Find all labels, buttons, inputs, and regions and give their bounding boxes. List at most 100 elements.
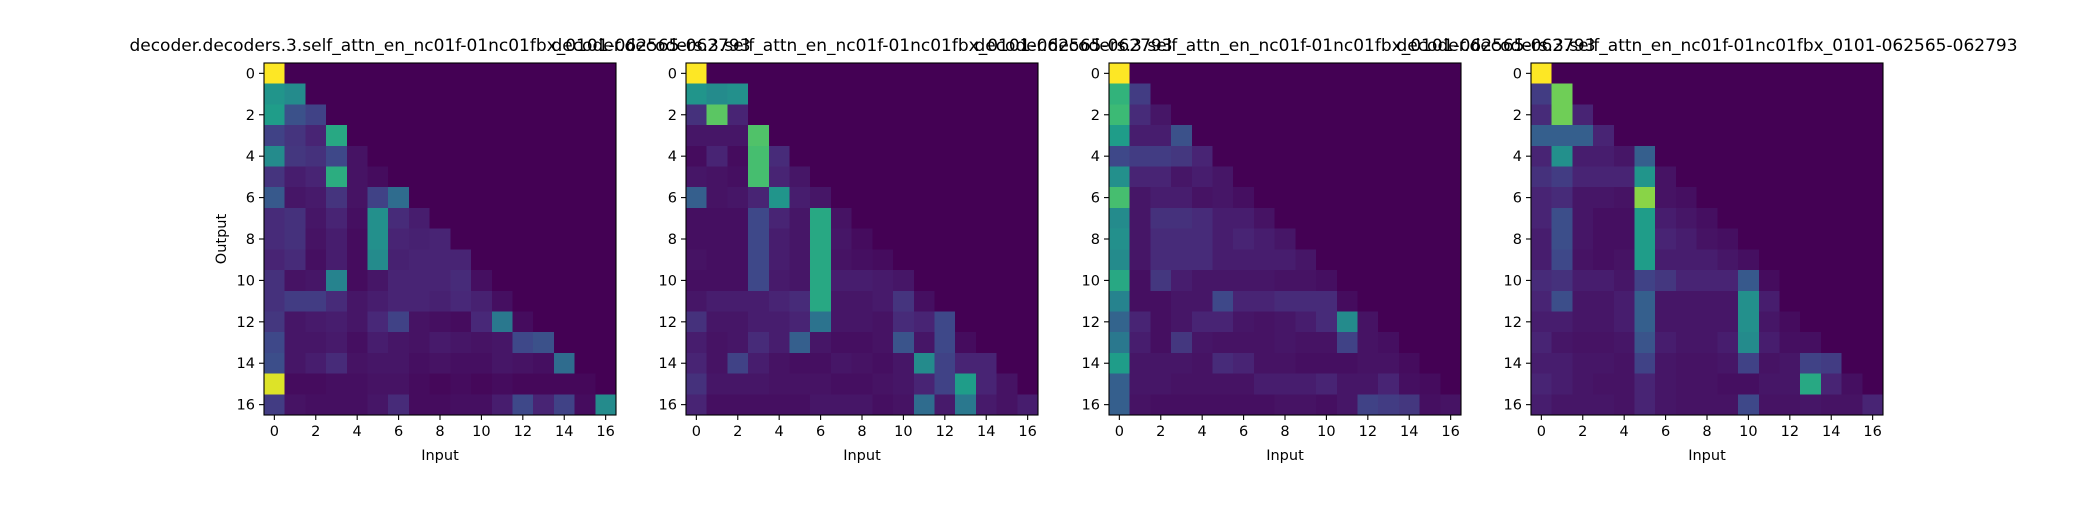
y-tick-label: 16 xyxy=(237,398,255,414)
heatmap-cell xyxy=(768,270,791,292)
heatmap-cell xyxy=(553,352,576,375)
heatmap-cell xyxy=(553,166,576,188)
heatmap-cell xyxy=(1378,104,1400,126)
heatmap-cell xyxy=(408,311,431,333)
heatmap-cell xyxy=(1655,290,1677,313)
heatmap-cell xyxy=(934,63,956,85)
heatmap-cell xyxy=(1191,145,1214,168)
heatmap-cell xyxy=(1738,104,1760,126)
heatmap-cell xyxy=(1336,311,1359,333)
heatmap-cell xyxy=(727,207,749,230)
heatmap-cell xyxy=(450,394,472,416)
heatmap-cell xyxy=(1357,270,1379,292)
heatmap-cell xyxy=(1398,83,1421,106)
heatmap-cell xyxy=(1316,290,1338,313)
heatmap-cell xyxy=(975,83,998,106)
x-tick-label: 14 xyxy=(1822,424,1840,440)
heatmap-cell xyxy=(284,104,307,126)
heatmap-cell xyxy=(1717,290,1739,313)
x-axis-label: Input xyxy=(421,448,459,464)
heatmap-cell xyxy=(789,290,811,313)
heatmap-cell xyxy=(748,83,770,106)
heatmap-cell xyxy=(748,228,770,250)
heatmap-cell xyxy=(727,270,749,292)
heatmap-cell xyxy=(346,125,369,147)
y-tick-label: 12 xyxy=(1504,315,1522,331)
heatmap-cell xyxy=(872,187,894,209)
heatmap-cell xyxy=(1634,125,1656,147)
heatmap-cell xyxy=(1398,290,1421,313)
heatmap-cell xyxy=(727,290,749,313)
heatmap-cell xyxy=(388,207,410,230)
heatmap-cell xyxy=(264,394,286,416)
heatmap-cell xyxy=(1572,125,1594,147)
heatmap-cell xyxy=(1017,63,1039,85)
heatmap-cell xyxy=(1171,373,1193,395)
x-tick-label: 2 xyxy=(311,424,320,440)
heatmap-cell xyxy=(872,145,894,168)
heatmap-cell xyxy=(491,311,514,333)
heatmap-cell xyxy=(553,373,576,395)
heatmap-cell xyxy=(388,83,410,106)
heatmap-cells xyxy=(1109,63,1462,416)
heatmap-cell xyxy=(706,145,729,168)
heatmap-cell xyxy=(1253,125,1276,147)
heatmap-cell xyxy=(1862,332,1884,354)
heatmap-cell xyxy=(1675,228,1698,250)
heatmap-cell xyxy=(1758,394,1781,416)
heatmap-cell xyxy=(1613,83,1636,106)
heatmap-cell xyxy=(1336,352,1359,375)
heatmap-cell xyxy=(1758,228,1781,250)
heatmap-cell xyxy=(1336,145,1359,168)
heatmap-cell xyxy=(1738,207,1760,230)
heatmap-cell xyxy=(748,249,770,271)
heatmap-cell xyxy=(893,352,915,375)
heatmap-cell xyxy=(789,83,811,106)
heatmap-cell xyxy=(533,228,555,250)
heatmap-cell xyxy=(471,373,493,395)
heatmap-cell xyxy=(491,187,514,209)
heatmap-cell xyxy=(574,270,596,292)
heatmap-cell xyxy=(533,332,555,354)
heatmap-cell xyxy=(810,290,832,313)
heatmap-cell xyxy=(1274,352,1296,375)
heatmap-cell xyxy=(1655,352,1677,375)
y-tick-label: 2 xyxy=(668,108,677,124)
heatmap-cell xyxy=(1717,270,1739,292)
heatmap-cell xyxy=(1316,228,1338,250)
heatmap-cell xyxy=(1717,83,1739,106)
heatmap-cell xyxy=(1378,352,1400,375)
heatmap-cell xyxy=(1593,145,1615,168)
heatmap-cell xyxy=(830,352,853,375)
heatmap-panel-3: decoder.decoders.3.self_attn_en_nc01f-01… xyxy=(974,36,1595,464)
heatmap-cell xyxy=(408,166,431,188)
heatmap-cell xyxy=(1696,352,1718,375)
heatmap-cell xyxy=(1212,187,1234,209)
heatmap-cell xyxy=(955,63,977,85)
heatmap-cell xyxy=(1295,352,1317,375)
heatmap-cell xyxy=(1150,83,1172,106)
heatmap-cell xyxy=(1758,311,1781,333)
heatmap-cell xyxy=(367,187,389,209)
heatmap-cell xyxy=(326,125,348,147)
heatmap-cell xyxy=(830,290,853,313)
heatmap-cell xyxy=(1357,145,1379,168)
heatmap-cell xyxy=(1171,332,1193,354)
heatmap-cell xyxy=(429,270,451,292)
heatmap-cell xyxy=(810,166,832,188)
heatmap-cell xyxy=(1800,83,1822,106)
heatmap-cell xyxy=(1212,290,1234,313)
heatmap-cell xyxy=(830,373,853,395)
heatmap-cell xyxy=(512,352,534,375)
heatmap-cell xyxy=(367,83,389,106)
heatmap-cell xyxy=(913,187,936,209)
heatmap-cell xyxy=(706,104,729,126)
heatmap-cell xyxy=(789,187,811,209)
heatmap-cell xyxy=(686,270,708,292)
y-tick-label: 14 xyxy=(1504,356,1522,372)
heatmap-cell xyxy=(429,145,451,168)
heatmap-cell xyxy=(1171,187,1193,209)
heatmap-cell xyxy=(408,83,431,106)
heatmap-cell xyxy=(975,104,998,126)
heatmap-cell xyxy=(748,63,770,85)
